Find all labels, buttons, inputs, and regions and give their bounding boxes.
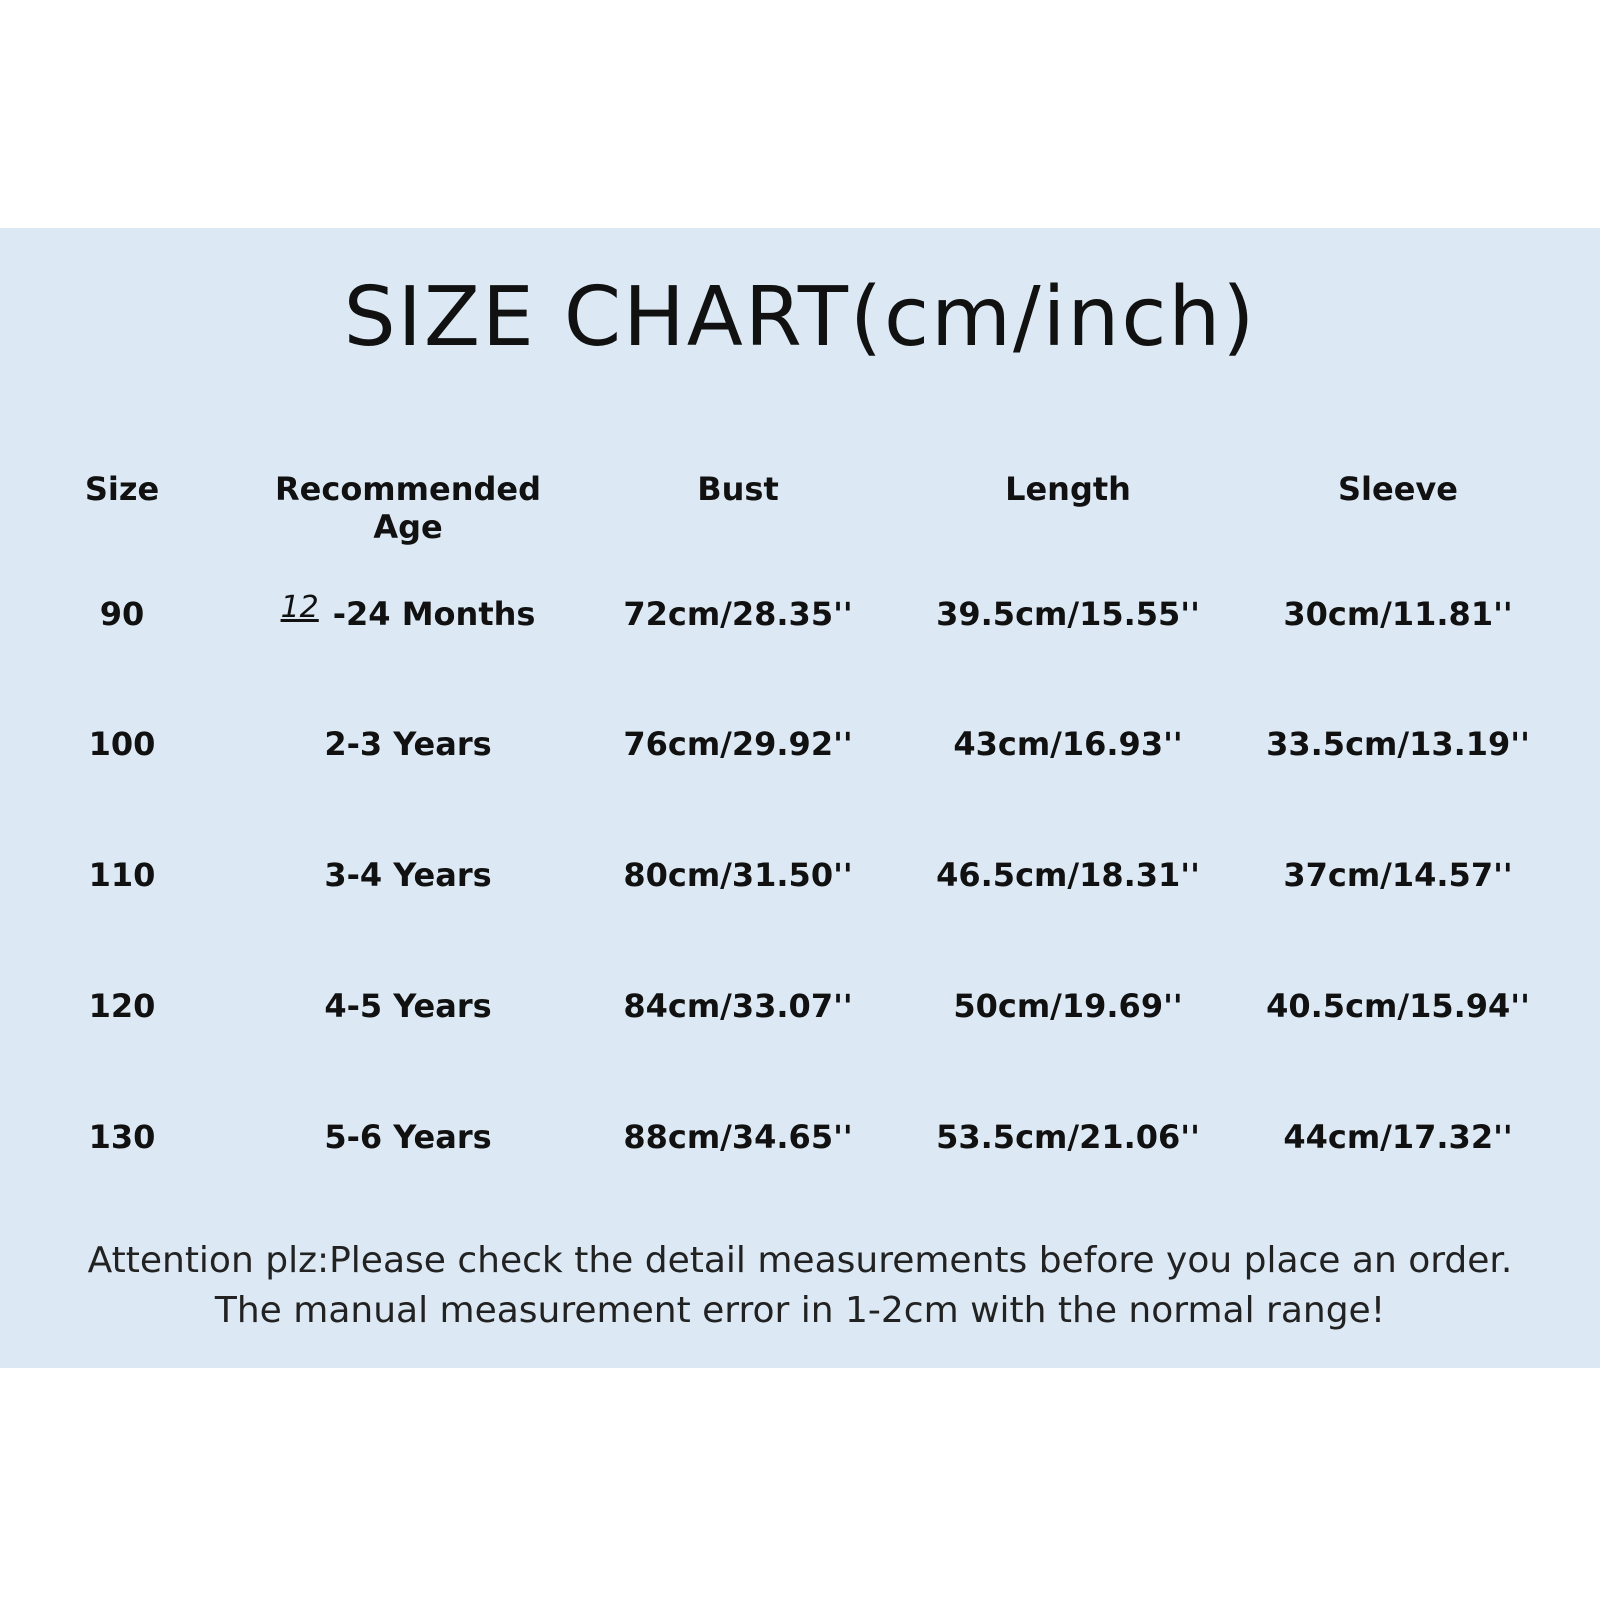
cell-length: 46.5cm/18.31''	[936, 856, 1200, 894]
cell-length: 39.5cm/15.55''	[936, 595, 1200, 633]
header-length: Length	[1005, 470, 1131, 508]
cell-bust: 80cm/31.50''	[623, 856, 853, 894]
cell-sleeve: 33.5cm/13.19''	[1266, 725, 1530, 763]
cell-size: 90	[99, 595, 145, 633]
cell-size: 100	[88, 725, 156, 763]
cell-size: 110	[88, 856, 156, 894]
age-prefix: 12	[280, 590, 319, 625]
cell-bust: 84cm/33.07''	[623, 987, 853, 1025]
header-age: Recommended Age	[275, 470, 541, 546]
cell-length: 53.5cm/21.06''	[936, 1118, 1200, 1156]
cell-bust: 88cm/34.65''	[623, 1118, 853, 1156]
cell-size: 120	[88, 987, 156, 1025]
cell-sleeve: 44cm/17.32''	[1283, 1118, 1513, 1156]
age-text: -24 Months	[332, 595, 536, 633]
cell-age: 12 -24 Months	[243, 590, 573, 633]
cell-bust: 76cm/29.92''	[623, 725, 853, 763]
cell-sleeve: 30cm/11.81''	[1283, 595, 1513, 633]
header-bust: Bust	[697, 470, 779, 508]
attention-note: Attention plz:Please check the detail me…	[87, 1240, 1513, 1281]
header-sleeve: Sleeve	[1338, 470, 1458, 508]
measurement-note: The manual measurement error in 1-2cm wi…	[214, 1290, 1386, 1331]
size-chart-panel	[0, 228, 1600, 1368]
chart-title: SIZE CHART(cm/inch)	[343, 270, 1257, 365]
cell-length: 43cm/16.93''	[953, 725, 1183, 763]
cell-age: 2-3 Years	[324, 725, 492, 763]
header-size: Size	[84, 470, 160, 508]
cell-sleeve: 37cm/14.57''	[1283, 856, 1513, 894]
cell-age: 4-5 Years	[324, 987, 492, 1025]
cell-age: 5-6 Years	[324, 1118, 492, 1156]
cell-sleeve: 40.5cm/15.94''	[1266, 987, 1530, 1025]
cell-length: 50cm/19.69''	[953, 987, 1183, 1025]
cell-size: 130	[88, 1118, 156, 1156]
cell-bust: 72cm/28.35''	[623, 595, 853, 633]
cell-age: 3-4 Years	[324, 856, 492, 894]
